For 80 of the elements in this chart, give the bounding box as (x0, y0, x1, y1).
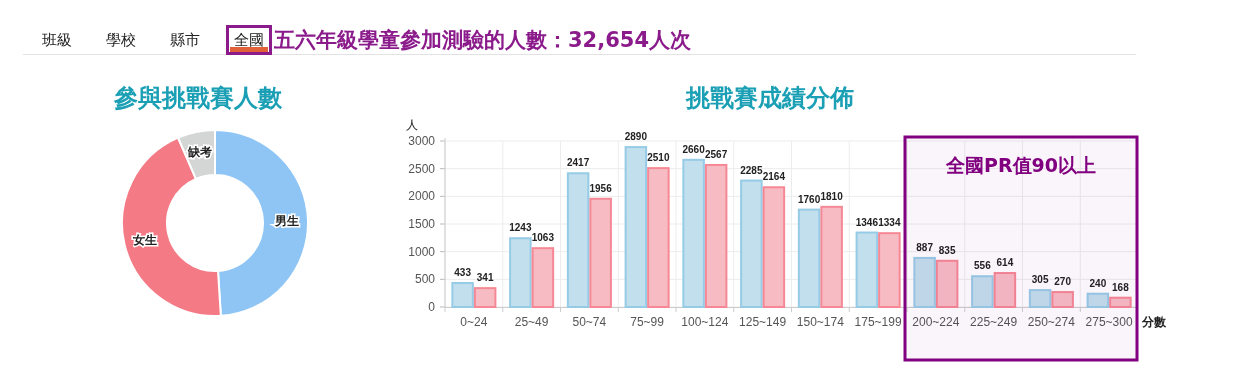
data-label: 1063 (531, 232, 555, 244)
bar (451, 282, 474, 308)
data-label: 1810 (820, 190, 844, 202)
data-label: 2164 (762, 171, 786, 183)
data-label: 168 (1112, 281, 1130, 293)
x-tick-label: 100~124 (681, 315, 729, 329)
data-label: 1334 (878, 217, 901, 229)
data-label: 305 (1031, 274, 1049, 286)
data-label: 887 (916, 241, 934, 253)
data-label: 1956 (589, 182, 613, 194)
bar (855, 231, 879, 308)
x-tick-label: 0~24 (460, 315, 488, 329)
bar (1109, 296, 1132, 308)
bar (1086, 292, 1110, 308)
chart-title: 參與挑戰賽人數 (113, 84, 283, 112)
x-tick-label: 250~274 (1027, 315, 1076, 329)
data-label: 433 (454, 267, 472, 279)
bar (971, 275, 994, 308)
data-label: 2510 (647, 152, 670, 164)
y-tick-label: 1500 (408, 217, 436, 231)
bar (993, 272, 1017, 308)
bar (566, 172, 590, 308)
data-label: 2890 (624, 131, 648, 143)
x-tick-label: 275~300 (1085, 315, 1133, 329)
data-label: 2567 (705, 148, 728, 160)
data-label: 2660 (682, 143, 706, 155)
text: 學校 (106, 31, 136, 49)
bar (740, 179, 763, 308)
y-tick-label: 0 (428, 300, 436, 314)
data-label: 1243 (509, 222, 532, 234)
data-label: 270 (1054, 276, 1072, 288)
x-tick-label: 150~174 (796, 315, 845, 329)
x-axis-title: 分數 (1141, 315, 1167, 329)
data-label: 835 (938, 244, 956, 256)
y-tick-label: 2000 (408, 189, 436, 204)
bar (1051, 291, 1074, 308)
bar (704, 163, 728, 308)
y-tick-label: 2500 (408, 161, 436, 176)
text: 縣市 (170, 31, 200, 49)
y-tick-label: 1000 (408, 244, 436, 259)
bar (473, 287, 497, 308)
bar (647, 167, 670, 308)
bar (624, 146, 648, 308)
slice-label: 男生 (274, 213, 300, 228)
text: 全國 (234, 31, 264, 49)
bar (820, 205, 843, 308)
data-label: 2285 (740, 164, 763, 176)
bar (509, 237, 532, 308)
y-axis-title: 人 (406, 118, 418, 132)
bar (935, 259, 959, 308)
slice-label: 女生 (131, 232, 157, 247)
bar (797, 208, 821, 308)
bar (682, 158, 705, 308)
x-tick-label: 75~99 (630, 315, 665, 329)
data-label: 1346 (855, 216, 879, 228)
bar (878, 232, 901, 308)
x-tick-label: 225~249 (970, 315, 1018, 329)
bar (589, 197, 612, 308)
data-label: 240 (1089, 277, 1107, 289)
x-tick-label: 50~74 (572, 315, 607, 329)
text: 五六年級學童參加測驗的人數：32,654人次 (273, 28, 693, 52)
data-label: 556 (974, 260, 992, 272)
data-label: 1760 (797, 193, 821, 205)
text: 班級 (42, 31, 72, 49)
x-tick-label: 175~199 (854, 315, 902, 329)
data-label: 2417 (566, 157, 590, 169)
bar (1028, 289, 1052, 308)
data-label: 341 (476, 272, 494, 284)
slice-label: 缺考 (187, 145, 213, 160)
x-tick-label: 200~224 (912, 315, 960, 329)
y-tick-label: 3000 (408, 134, 436, 148)
band-label: 全國PR值90以上 (945, 154, 1096, 176)
data-label: 614 (996, 257, 1014, 269)
x-tick-label: 125~149 (739, 315, 787, 329)
chart-title: 挑戰賽成績分佈 (685, 84, 854, 112)
bar (762, 186, 786, 308)
x-tick-label: 25~49 (514, 315, 549, 329)
bar (913, 256, 936, 308)
bar (531, 247, 555, 308)
y-tick-label: 500 (414, 272, 436, 287)
